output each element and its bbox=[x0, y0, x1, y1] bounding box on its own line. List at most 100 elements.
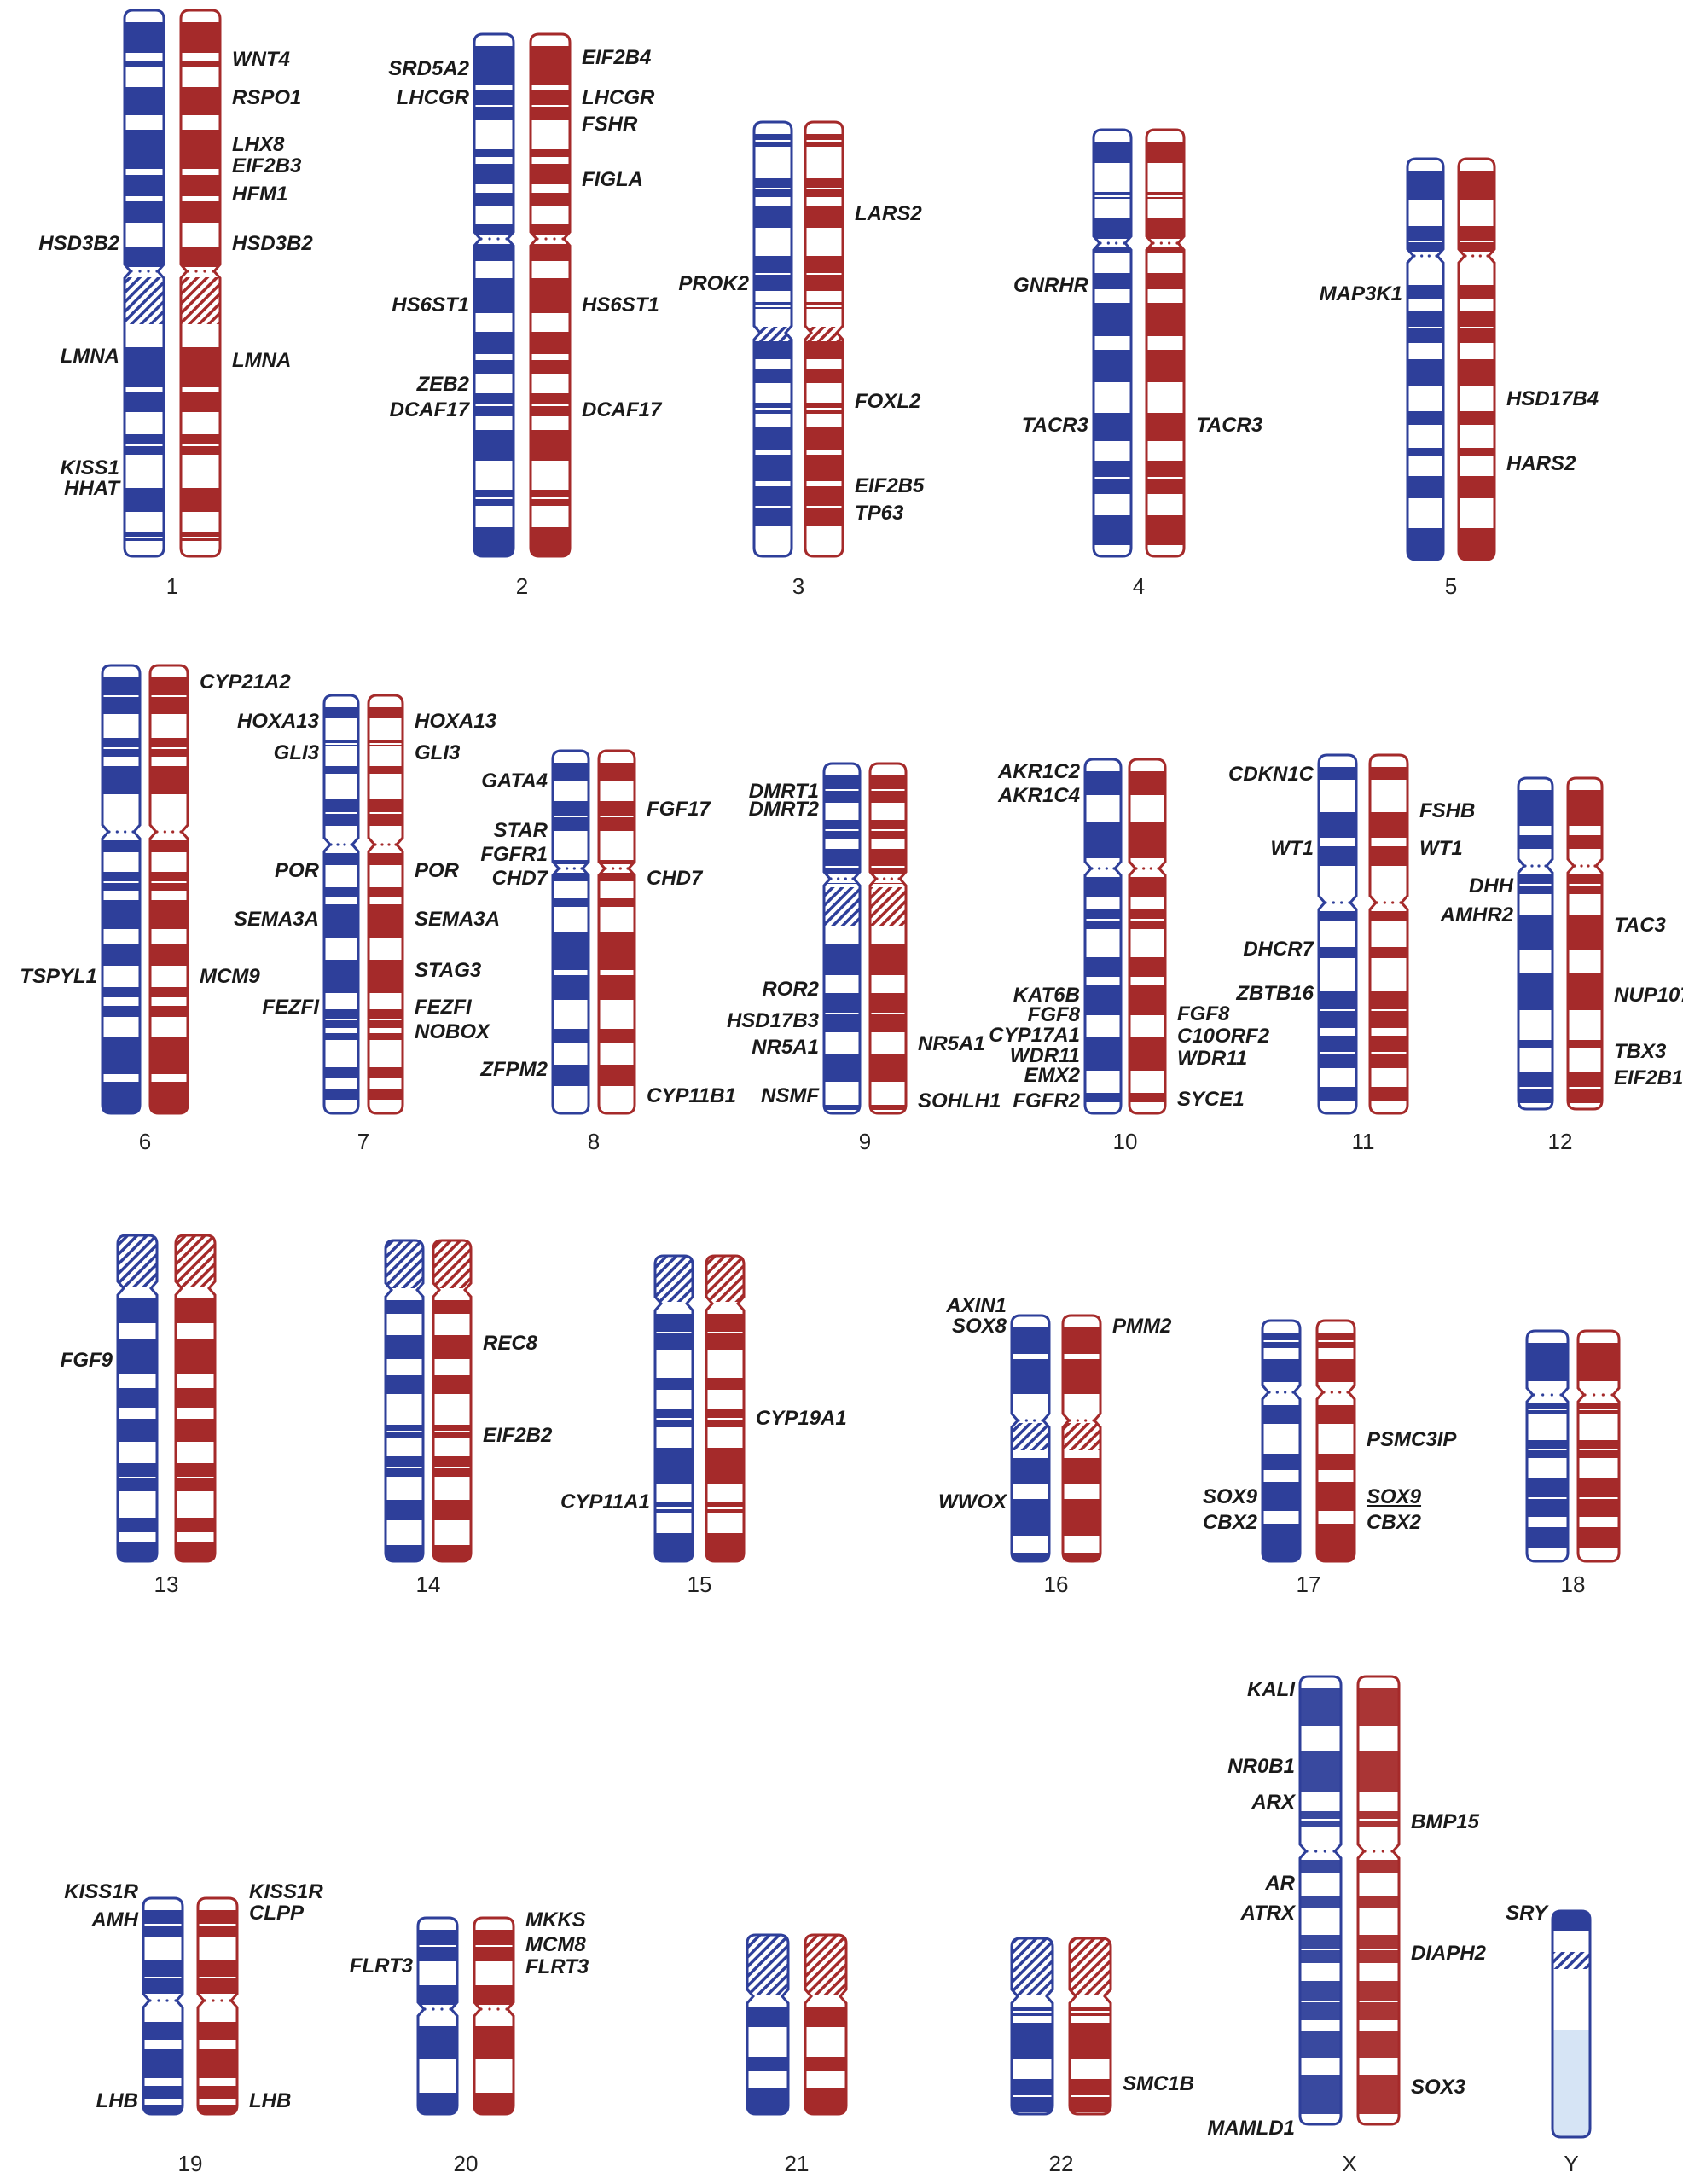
chromosome-15-maternal bbox=[653, 1254, 694, 1563]
gene-label: CYP11B1 bbox=[647, 1084, 736, 1107]
gene-label: DIAPH2 bbox=[1411, 1942, 1487, 1965]
gene-label: AKR1C4 bbox=[997, 784, 1080, 807]
chromosome-11-paternal bbox=[1368, 753, 1409, 1115]
chromosome-4-paternal bbox=[1145, 128, 1186, 558]
chromosome-22-maternal bbox=[1010, 1937, 1054, 2116]
gene-label: C10ORF2 bbox=[1177, 1025, 1270, 1048]
gene-label: KAT6B bbox=[1013, 984, 1080, 1007]
gene-label: LHCGR bbox=[397, 86, 470, 109]
gene-label: SRD5A2 bbox=[388, 57, 469, 80]
gene-label: SOHLH1 bbox=[918, 1089, 1001, 1112]
chromosome-label-9: 9 bbox=[859, 1129, 871, 1154]
chromosome-label-7: 7 bbox=[357, 1129, 369, 1154]
chromosome-label-5: 5 bbox=[1445, 573, 1457, 599]
chromosome-16-maternal bbox=[1010, 1314, 1051, 1563]
gene-label: FSHR bbox=[582, 113, 638, 136]
gene-label: WT1 bbox=[1419, 837, 1463, 860]
gene-label: NR5A1 bbox=[752, 1036, 819, 1059]
chromosome-7-paternal bbox=[367, 694, 404, 1115]
gene-label: LMNA bbox=[61, 345, 119, 368]
gene-label: WT1 bbox=[1270, 837, 1314, 860]
gene-label: SOX3 bbox=[1411, 2076, 1466, 2099]
gene-label: MAP3K1 bbox=[1320, 282, 1402, 305]
gene-label: FLRT3 bbox=[525, 1955, 589, 1978]
chromosome-label-15: 15 bbox=[688, 1571, 712, 1597]
chromosome-10-paternal bbox=[1128, 758, 1167, 1115]
gene-label: POR bbox=[415, 859, 460, 882]
gene-label: STAG3 bbox=[415, 959, 482, 982]
chromosome-label-3: 3 bbox=[792, 573, 804, 599]
gene-label: SOX9 bbox=[1203, 1485, 1258, 1508]
chromosome-label-12: 12 bbox=[1548, 1129, 1573, 1154]
gene-label: HFM1 bbox=[232, 183, 287, 206]
gene-label: MCM8 bbox=[525, 1933, 586, 1956]
gene-label: ZFPM2 bbox=[479, 1058, 548, 1081]
chromosome-21-paternal bbox=[804, 1933, 848, 2116]
gene-label: STAR bbox=[493, 819, 548, 842]
chromosome-15-paternal bbox=[705, 1254, 746, 1563]
gene-label: WWOX bbox=[938, 1490, 1008, 1513]
gene-label: PSMC3IP bbox=[1367, 1428, 1457, 1451]
chromosome-19-paternal bbox=[196, 1896, 239, 2116]
gene-label: ATRX bbox=[1239, 1902, 1297, 1925]
gene-label: NSMF bbox=[761, 1084, 820, 1107]
gene-label: EIF2B4 bbox=[582, 46, 651, 69]
gene-label: SOX8 bbox=[952, 1315, 1007, 1338]
chromosome-X-paternal bbox=[1356, 1675, 1401, 2126]
gene-label: FGFR1 bbox=[480, 843, 548, 866]
gene-label: EIF2B2 bbox=[483, 1424, 553, 1447]
chromosome-5-maternal bbox=[1406, 157, 1445, 561]
gene-label: EIF2B3 bbox=[232, 154, 302, 177]
gene-label: POR bbox=[275, 859, 320, 882]
gene-label: CYP17A1 bbox=[989, 1024, 1080, 1047]
gene-label: SOX9 bbox=[1367, 1485, 1422, 1508]
gene-label: RSPO1 bbox=[232, 86, 301, 109]
chromosome-17-paternal bbox=[1315, 1319, 1356, 1563]
chromosome-1-paternal bbox=[179, 9, 222, 558]
gene-label: FEZFI bbox=[415, 996, 473, 1019]
chromosome-label-X: X bbox=[1342, 2151, 1356, 2176]
gene-label: ZEB2 bbox=[416, 373, 470, 396]
gene-label: PMM2 bbox=[1112, 1315, 1172, 1338]
gene-label: FGF8 bbox=[1028, 1003, 1081, 1026]
chromosome-label-22: 22 bbox=[1049, 2151, 1074, 2176]
chromosome-label-1: 1 bbox=[166, 573, 178, 599]
gene-label: LHB bbox=[96, 2089, 138, 2112]
gene-label: AXIN1 bbox=[945, 1294, 1007, 1317]
gene-label: HS6ST1 bbox=[392, 293, 469, 317]
gene-label: ARX bbox=[1251, 1791, 1297, 1814]
gene-label: SRY bbox=[1506, 1902, 1549, 1925]
chromosome-14-paternal bbox=[432, 1239, 473, 1563]
chromosome-label-20: 20 bbox=[454, 2151, 479, 2176]
chromosome-label-16: 16 bbox=[1044, 1571, 1069, 1597]
gene-label: ROR2 bbox=[762, 978, 819, 1001]
gene-label: FGFR2 bbox=[1013, 1089, 1080, 1112]
gene-label: CYP21A2 bbox=[200, 671, 291, 694]
chromosome-label-2: 2 bbox=[516, 573, 528, 599]
gene-label: KALI bbox=[1247, 1678, 1296, 1701]
chromosome-9-maternal bbox=[822, 762, 862, 1115]
gene-label: AR bbox=[1264, 1872, 1295, 1895]
chromosome-20-paternal bbox=[473, 1916, 515, 2116]
gene-label: HSD3B2 bbox=[232, 232, 313, 255]
gene-label: FGF9 bbox=[61, 1349, 113, 1372]
chromosome-label-4: 4 bbox=[1133, 573, 1145, 599]
chromosome-16-paternal bbox=[1061, 1314, 1102, 1563]
gene-label: EMX2 bbox=[1024, 1064, 1081, 1087]
chromosome-12-paternal bbox=[1566, 776, 1604, 1111]
gene-label: CDKN1C bbox=[1228, 763, 1314, 786]
gene-label: CYP19A1 bbox=[756, 1407, 847, 1430]
gene-label: NUP107 bbox=[1614, 984, 1683, 1007]
gene-label: DCAF17 bbox=[390, 398, 471, 421]
gene-label: LHB bbox=[249, 2089, 291, 2112]
gene-label: HARS2 bbox=[1506, 452, 1576, 475]
chromosome-6-maternal bbox=[101, 664, 142, 1115]
gene-label: FEZFI bbox=[262, 996, 320, 1019]
gene-label: LARS2 bbox=[855, 202, 922, 225]
gene-label: SEMA3A bbox=[234, 908, 319, 931]
gene-label: FOXL2 bbox=[855, 390, 921, 413]
gene-label: CLPP bbox=[249, 1902, 305, 1925]
gene-label: PROK2 bbox=[678, 272, 749, 295]
gene-label: DMRT1 bbox=[749, 780, 819, 803]
